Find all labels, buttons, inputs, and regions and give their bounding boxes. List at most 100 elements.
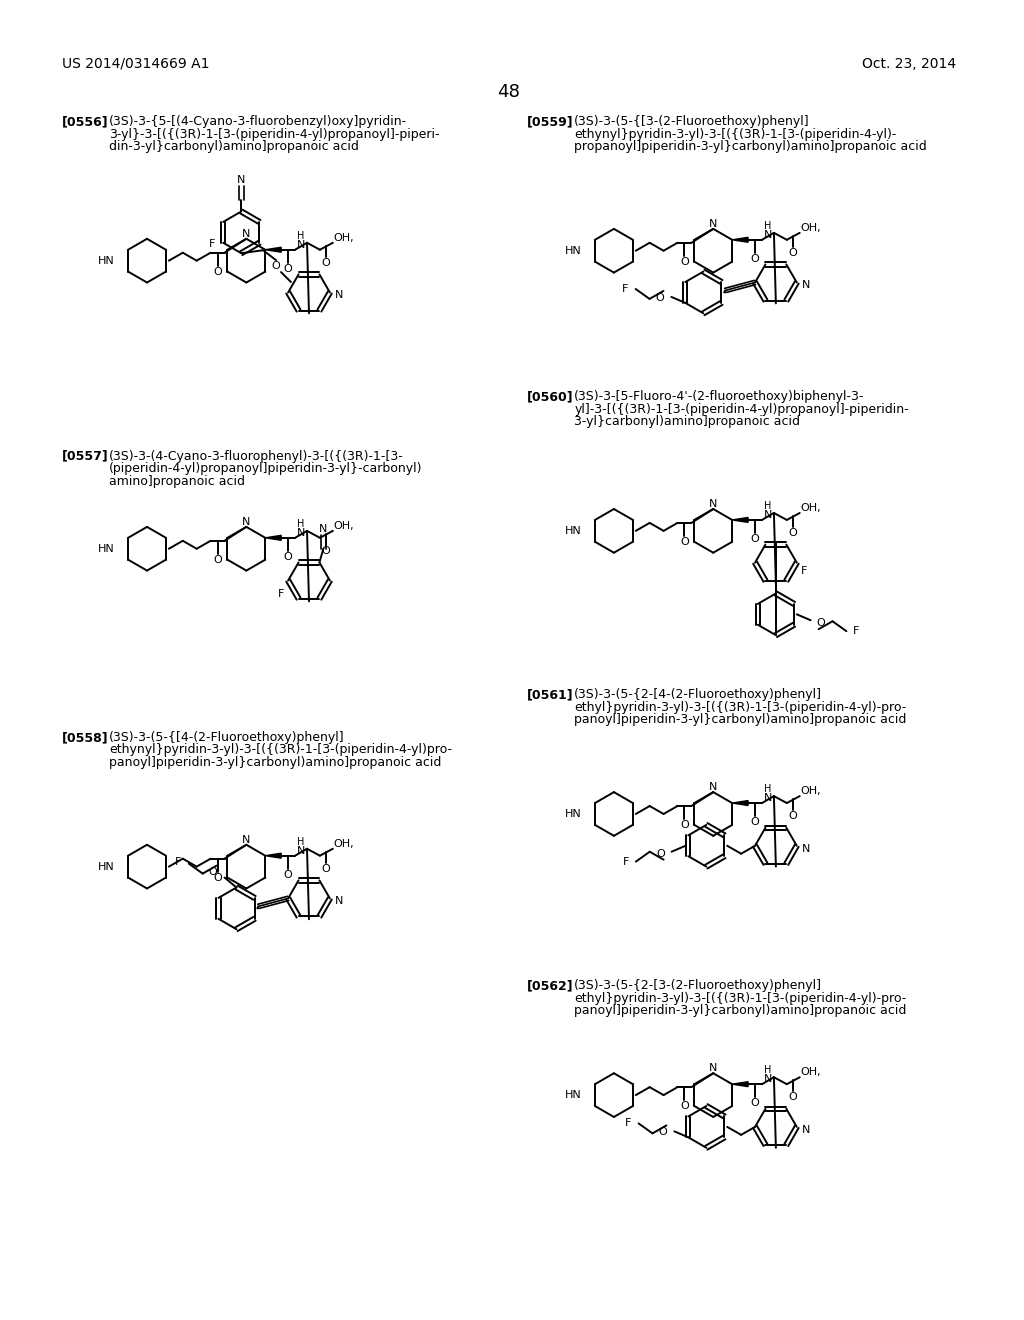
Text: O: O <box>788 528 797 537</box>
Text: HN: HN <box>564 525 582 536</box>
Text: yl]-3-[({(3R)-1-[3-(piperidin-4-yl)propanoyl]-piperidin-: yl]-3-[({(3R)-1-[3-(piperidin-4-yl)propa… <box>574 403 909 416</box>
Text: ethynyl}pyridin-3-yl)-3-[({(3R)-1-[3-(piperidin-4-yl)pro-: ethynyl}pyridin-3-yl)-3-[({(3R)-1-[3-(pi… <box>110 743 453 756</box>
Text: (3S)-3-(5-{2-[4-(2-Fluoroethoxy)phenyl]: (3S)-3-(5-{2-[4-(2-Fluoroethoxy)phenyl] <box>574 688 822 701</box>
Text: [0556]: [0556] <box>61 115 109 128</box>
Text: N: N <box>335 896 343 907</box>
Text: [0557]: [0557] <box>61 450 109 463</box>
Text: O: O <box>213 873 222 883</box>
Text: N: N <box>242 834 251 845</box>
Text: N: N <box>802 280 810 290</box>
Text: O: O <box>213 267 222 277</box>
Text: OH,: OH, <box>801 787 821 796</box>
Text: 3-yl}-3-[({(3R)-1-[3-(piperidin-4-yl)propanoyl]-piperi-: 3-yl}-3-[({(3R)-1-[3-(piperidin-4-yl)pro… <box>110 128 439 140</box>
Text: propanoyl]piperidin-3-yl}carbonyl)amino]propanoic acid: propanoyl]piperidin-3-yl}carbonyl)amino]… <box>574 140 927 153</box>
Text: O: O <box>284 552 293 562</box>
Text: ethynyl}pyridin-3-yl)-3-[({(3R)-1-[3-(piperidin-4-yl)-: ethynyl}pyridin-3-yl)-3-[({(3R)-1-[3-(pi… <box>574 128 897 140</box>
Text: (3S)-3-{5-[(4-Cyano-3-fluorobenzyl)oxy]pyridin-: (3S)-3-{5-[(4-Cyano-3-fluorobenzyl)oxy]p… <box>110 115 408 128</box>
Text: F: F <box>174 857 181 867</box>
Text: O: O <box>213 554 222 565</box>
Text: (3S)-3-(5-{[4-(2-Fluoroethoxy)phenyl]: (3S)-3-(5-{[4-(2-Fluoroethoxy)phenyl] <box>110 731 345 744</box>
Text: HN: HN <box>564 246 582 256</box>
Text: OH,: OH, <box>334 232 354 243</box>
Text: ethyl}pyridin-3-yl)-3-[({(3R)-1-[3-(piperidin-4-yl)-pro-: ethyl}pyridin-3-yl)-3-[({(3R)-1-[3-(pipe… <box>574 991 906 1005</box>
Text: N: N <box>297 528 305 537</box>
Text: N: N <box>297 846 305 855</box>
Text: N: N <box>238 174 246 185</box>
Text: O: O <box>284 264 293 273</box>
Text: N: N <box>709 783 718 792</box>
Text: F: F <box>623 284 629 294</box>
Text: H: H <box>297 231 305 240</box>
Text: H: H <box>764 1065 772 1076</box>
Text: OH,: OH, <box>334 521 354 531</box>
Text: OH,: OH, <box>801 223 821 232</box>
Text: F: F <box>209 239 215 249</box>
Text: (3S)-3-[5-Fluoro-4'-(2-fluoroethoxy)biphenyl-3-: (3S)-3-[5-Fluoro-4'-(2-fluoroethoxy)biph… <box>574 391 864 403</box>
Text: OH,: OH, <box>801 503 821 513</box>
Text: N: N <box>709 219 718 228</box>
Text: HN: HN <box>564 1090 582 1100</box>
Text: OH,: OH, <box>801 1068 821 1077</box>
Polygon shape <box>265 536 282 540</box>
Text: H: H <box>297 837 305 847</box>
Text: O: O <box>209 867 218 876</box>
Text: N: N <box>242 228 251 239</box>
Text: N: N <box>335 290 343 301</box>
Text: O: O <box>322 863 331 874</box>
Text: din-3-yl}carbonyl)amino]propanoic acid: din-3-yl}carbonyl)amino]propanoic acid <box>110 140 359 153</box>
Text: F: F <box>801 565 807 576</box>
Text: [0560]: [0560] <box>526 391 573 403</box>
Polygon shape <box>732 1081 749 1086</box>
Text: O: O <box>271 261 281 271</box>
Text: O: O <box>816 618 825 628</box>
Text: OH,: OH, <box>334 838 354 849</box>
Text: O: O <box>680 256 689 267</box>
Text: US 2014/0314669 A1: US 2014/0314669 A1 <box>61 57 209 71</box>
Text: N: N <box>764 1074 772 1084</box>
Text: panoyl]piperidin-3-yl}carbonyl)amino]propanoic acid: panoyl]piperidin-3-yl}carbonyl)amino]pro… <box>574 1005 906 1018</box>
Text: N: N <box>297 240 305 249</box>
Text: O: O <box>751 817 760 826</box>
Text: F: F <box>626 1118 632 1129</box>
Text: N: N <box>709 1064 718 1073</box>
Text: N: N <box>319 524 328 533</box>
Text: O: O <box>284 870 293 879</box>
Text: N: N <box>242 517 251 527</box>
Text: F: F <box>623 857 629 867</box>
Text: (3S)-3-(5-{[3-(2-Fluoroethoxy)phenyl]: (3S)-3-(5-{[3-(2-Fluoroethoxy)phenyl] <box>574 115 810 128</box>
Text: ethyl}pyridin-3-yl)-3-[({(3R)-1-[3-(piperidin-4-yl)-pro-: ethyl}pyridin-3-yl)-3-[({(3R)-1-[3-(pipe… <box>574 701 906 714</box>
Polygon shape <box>732 800 749 805</box>
Text: [0559]: [0559] <box>526 115 573 128</box>
Text: O: O <box>751 253 760 264</box>
Text: O: O <box>658 1127 668 1138</box>
Text: O: O <box>788 810 797 821</box>
Text: Oct. 23, 2014: Oct. 23, 2014 <box>861 57 955 71</box>
Text: N: N <box>802 1125 810 1135</box>
Text: 3-yl}carbonyl)amino]propanoic acid: 3-yl}carbonyl)amino]propanoic acid <box>574 414 800 428</box>
Text: (piperidin-4-yl)propanoyl]piperidin-3-yl}-carbonyl): (piperidin-4-yl)propanoyl]piperidin-3-yl… <box>110 462 423 475</box>
Text: N: N <box>709 499 718 510</box>
Text: O: O <box>788 248 797 257</box>
Text: O: O <box>656 849 665 859</box>
Polygon shape <box>732 517 749 523</box>
Text: O: O <box>655 293 665 302</box>
Text: H: H <box>764 784 772 795</box>
Text: O: O <box>751 1098 760 1107</box>
Text: N: N <box>764 230 772 240</box>
Text: H: H <box>764 220 772 231</box>
Text: H: H <box>297 519 305 529</box>
Text: O: O <box>680 537 689 546</box>
Text: N: N <box>764 510 772 520</box>
Text: F: F <box>278 589 284 599</box>
Text: amino]propanoic acid: amino]propanoic acid <box>110 475 246 487</box>
Text: (3S)-3-(4-Cyano-3-fluorophenyl)-3-[({(3R)-1-[3-: (3S)-3-(4-Cyano-3-fluorophenyl)-3-[({(3R… <box>110 450 404 463</box>
Text: O: O <box>322 257 331 268</box>
Polygon shape <box>732 238 749 243</box>
Polygon shape <box>265 853 282 858</box>
Text: [0561]: [0561] <box>526 688 573 701</box>
Text: H: H <box>764 502 772 511</box>
Text: [0562]: [0562] <box>526 979 573 993</box>
Text: O: O <box>788 1092 797 1102</box>
Text: panoyl]piperidin-3-yl}carbonyl)amino]propanoic acid: panoyl]piperidin-3-yl}carbonyl)amino]pro… <box>574 713 906 726</box>
Text: HN: HN <box>97 544 115 554</box>
